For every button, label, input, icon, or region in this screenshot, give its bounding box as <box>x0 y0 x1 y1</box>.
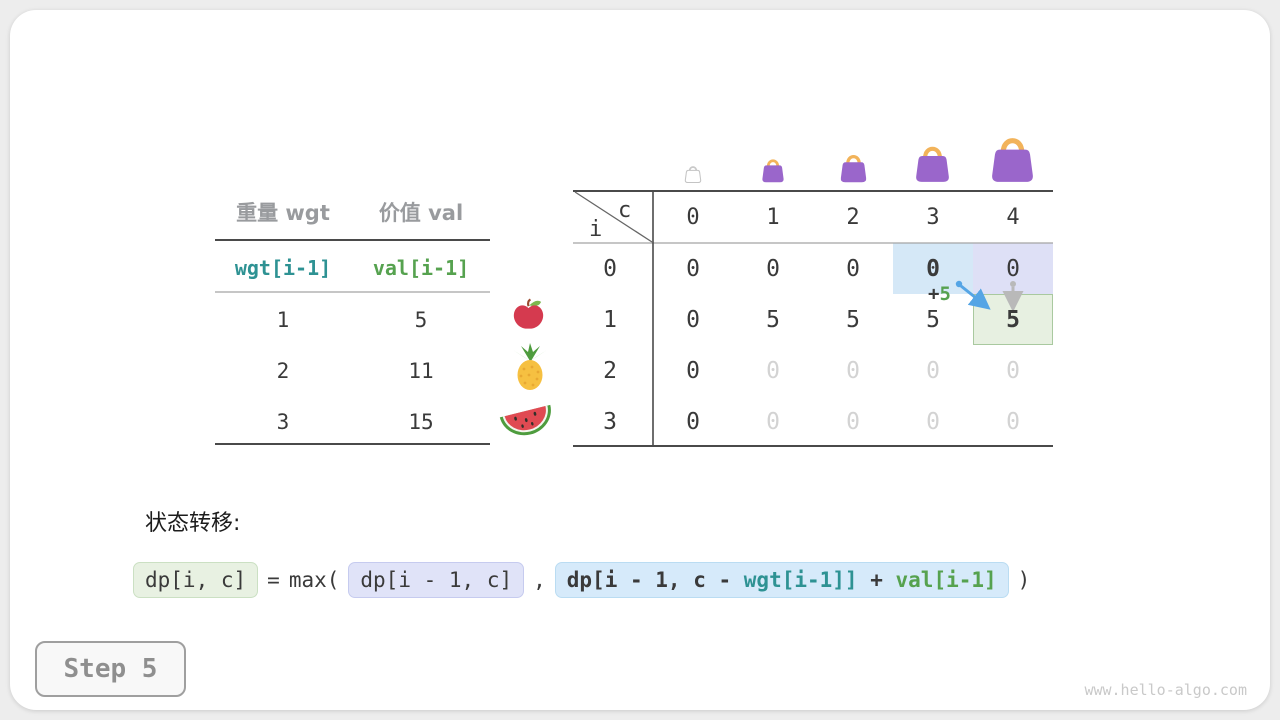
dp-col-header: 3 <box>926 205 940 230</box>
dp-row-label: 3 <box>603 408 617 435</box>
formula-option1-chip: dp[i - 1, c] <box>348 562 525 598</box>
dp-cell: 5 <box>846 306 860 333</box>
dp-cell: 0 <box>846 408 860 435</box>
formula-close-paren: ) <box>1017 568 1031 592</box>
bag-medium-icon <box>840 155 867 183</box>
option2-wgt-term: wgt[i-1]] <box>743 568 858 592</box>
formula-equals: = <box>267 568 280 592</box>
bag-large-icon <box>916 146 949 182</box>
dp-row-label: 0 <box>603 255 617 282</box>
dp-cell: 0 <box>766 357 780 384</box>
dp-cell: 0 <box>686 357 700 384</box>
items-col-weight-header: 重量 wgt <box>236 201 330 225</box>
formula-max-open: max( <box>288 568 340 592</box>
wgt-formula-cell: wgt[i-1] <box>234 256 332 280</box>
val-formula-cell: val[i-1] <box>372 256 470 280</box>
state-transition-label: 状态转移: <box>145 511 241 536</box>
pineapple-icon <box>513 343 547 390</box>
watermelon-icon <box>499 404 551 436</box>
bag-small-icon <box>762 159 784 183</box>
dp-corner-col-label: c <box>618 198 632 223</box>
dp-col-header: 4 <box>1006 205 1020 230</box>
dp-row-label: 2 <box>603 357 617 384</box>
dp-col-header: 2 <box>846 205 860 230</box>
item-row-wgt: 3 <box>276 410 290 434</box>
watermark: www.hello-algo.com <box>1084 681 1247 699</box>
formula-result-chip: dp[i, c] <box>133 562 259 598</box>
dp-cell-target-green: 5 <box>1006 306 1020 333</box>
dp-cell: 0 <box>686 408 700 435</box>
dp-cell: 0 <box>1006 357 1020 384</box>
plus-value-annotation: +5 <box>928 283 951 305</box>
plus-value: 5 <box>939 283 951 305</box>
formula-comma: , <box>533 568 546 592</box>
items-col-value-header: 价值 val <box>378 201 464 225</box>
dp-cell: 5 <box>926 306 940 333</box>
option2-prefix: dp[i - 1, c - <box>566 568 744 592</box>
item-row-wgt: 2 <box>276 359 290 383</box>
dp-cell: 0 <box>766 255 780 282</box>
option2-plus: + <box>857 568 896 592</box>
dp-col-header: 1 <box>766 205 780 230</box>
empty-bag-icon <box>684 166 702 183</box>
item-row-val: 11 <box>408 359 434 383</box>
dp-cell: 0 <box>1006 408 1020 435</box>
dp-cell-source-lavender: 0 <box>1006 255 1020 282</box>
dp-cell: 0 <box>686 306 700 333</box>
dp-cell-source-blue: 0 <box>926 255 940 282</box>
item-row-val: 5 <box>414 308 428 332</box>
transition-formula: dp[i, c] = max( dp[i - 1, c] , dp[i - 1,… <box>133 561 1030 599</box>
dp-cell: 0 <box>686 255 700 282</box>
dp-cell: 0 <box>846 357 860 384</box>
item-row-val: 15 <box>408 410 434 434</box>
step-badge: Step 5 <box>35 641 186 697</box>
dp-cell: 0 <box>766 408 780 435</box>
dp-cell: 0 <box>926 357 940 384</box>
bag-xlarge-icon <box>992 138 1033 182</box>
dp-cell: 0 <box>926 408 940 435</box>
dp-cell: 0 <box>846 255 860 282</box>
dp-cell: 5 <box>766 306 780 333</box>
item-row-wgt: 1 <box>276 308 290 332</box>
dp-corner-row-label: i <box>589 217 603 242</box>
option2-val-term: val[i-1] <box>895 568 997 592</box>
apple-icon <box>513 298 544 329</box>
dp-row-label: 1 <box>603 306 617 333</box>
plus-sign: + <box>928 283 940 305</box>
dp-col-header: 0 <box>686 205 700 230</box>
formula-option2-chip: dp[i - 1, c - wgt[i-1]] + val[i-1] <box>554 562 1009 598</box>
